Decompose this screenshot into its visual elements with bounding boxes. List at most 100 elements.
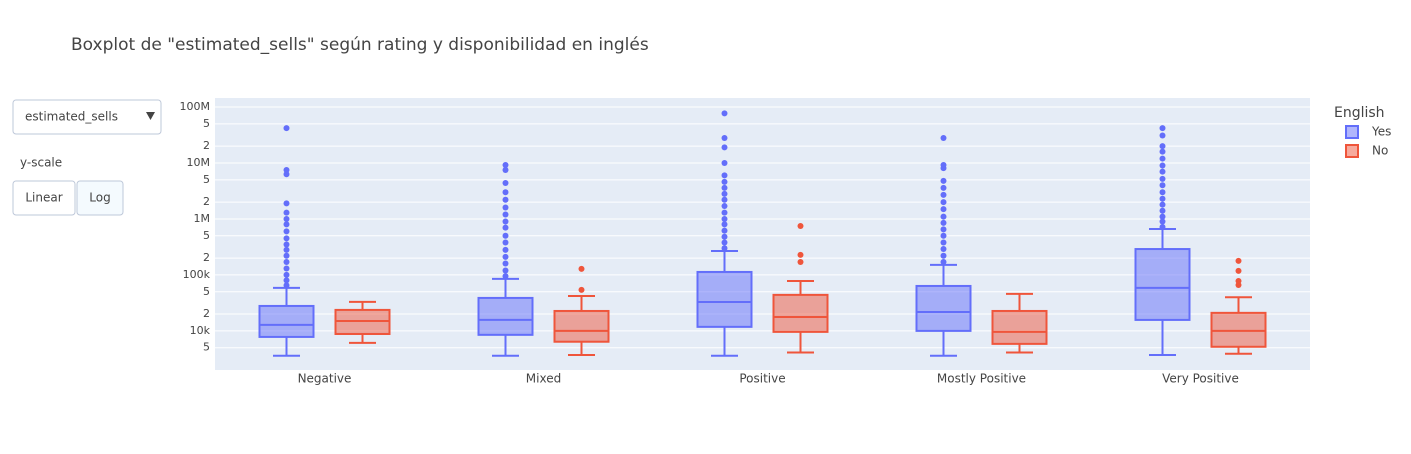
outlier [940, 199, 947, 206]
outlier [1159, 155, 1166, 162]
outlier [721, 203, 728, 210]
outlier [721, 239, 728, 246]
outlier [1159, 218, 1166, 225]
chart-title: Boxplot de "estimated_sells" según ratin… [71, 35, 649, 55]
x-tick-label: Positive [739, 372, 785, 386]
outlier [1159, 207, 1166, 214]
outlier [1159, 148, 1166, 155]
button-label[interactable]: Log [89, 191, 110, 205]
outlier [502, 246, 509, 253]
outlier [940, 191, 947, 198]
box [258, 304, 315, 338]
outlier [283, 166, 290, 173]
y-tick-label: 5 [203, 341, 210, 354]
y-tick-label: 2 [203, 139, 210, 152]
outlier [1159, 143, 1166, 150]
button-label[interactable]: Linear [25, 191, 62, 205]
control-label: y-scale [20, 156, 62, 170]
y-tick-label: 100k [183, 268, 211, 281]
outlier [502, 239, 509, 246]
outlier [502, 162, 509, 169]
outlier [721, 209, 728, 216]
outlier [283, 265, 290, 272]
outlier [1159, 189, 1166, 196]
box [553, 309, 610, 343]
x-tick-label: Mixed [526, 372, 561, 386]
outlier [502, 179, 509, 186]
outlier [721, 196, 728, 203]
outlier [797, 222, 804, 229]
outlier [1159, 132, 1166, 139]
outlier [283, 200, 290, 207]
outlier [283, 228, 290, 235]
outlier [721, 144, 728, 151]
box [991, 309, 1048, 345]
outlier [502, 189, 509, 196]
outlier [721, 233, 728, 240]
outlier [283, 215, 290, 222]
legend-swatch [1345, 125, 1359, 139]
outlier [283, 277, 290, 284]
dropdown-label[interactable]: estimated_sells [25, 110, 118, 124]
legend-label: No [1372, 144, 1388, 158]
dropdown[interactable] [12, 99, 162, 135]
box [696, 270, 753, 328]
outlier [283, 235, 290, 242]
x-tick-label: Negative [298, 372, 352, 386]
outlier [940, 134, 947, 141]
outlier [940, 184, 947, 191]
outlier [721, 245, 728, 252]
outlier [721, 178, 728, 185]
outlier [940, 219, 947, 226]
outlier [283, 125, 290, 132]
outlier [940, 213, 947, 220]
outlier [502, 204, 509, 211]
box [477, 296, 534, 336]
y-tick-label: 5 [203, 117, 210, 130]
outlier [502, 267, 509, 274]
outlier [721, 159, 728, 166]
y-tick-label: 1M [194, 212, 211, 225]
outlier [1159, 162, 1166, 169]
legend-swatch [1345, 144, 1359, 158]
outlier [797, 251, 804, 258]
outlier [1159, 125, 1166, 132]
legend-title: English [1334, 105, 1385, 121]
outlier [502, 166, 509, 173]
y-tick-label: 5 [203, 229, 210, 242]
outlier [578, 286, 585, 293]
legend-label: Yes [1371, 125, 1391, 139]
outlier [283, 252, 290, 259]
outlier [721, 172, 728, 179]
outlier [940, 252, 947, 259]
x-tick-label: Mostly Positive [937, 372, 1026, 386]
outlier [721, 134, 728, 141]
outlier [721, 184, 728, 191]
box [1134, 248, 1191, 321]
outlier [283, 209, 290, 216]
y-tick-label: 2 [203, 307, 210, 320]
outlier [283, 171, 290, 178]
y-tick-label: 10M [187, 156, 211, 169]
x-tick-label: Very Positive [1162, 372, 1239, 386]
outlier [283, 246, 290, 253]
button[interactable] [76, 180, 124, 216]
button[interactable] [12, 180, 76, 216]
outlier [283, 241, 290, 248]
outlier [940, 246, 947, 253]
outlier [940, 239, 947, 246]
box [1210, 311, 1267, 348]
outlier [502, 218, 509, 225]
outlier [940, 259, 947, 266]
outlier [502, 253, 509, 260]
outlier [940, 162, 947, 169]
outlier [502, 273, 509, 280]
outlier [502, 211, 509, 218]
box [772, 293, 829, 333]
outlier [502, 232, 509, 239]
outlier [940, 232, 947, 239]
outlier [1235, 267, 1242, 274]
y-tick-label: 10k [190, 324, 211, 337]
outlier [721, 221, 728, 228]
